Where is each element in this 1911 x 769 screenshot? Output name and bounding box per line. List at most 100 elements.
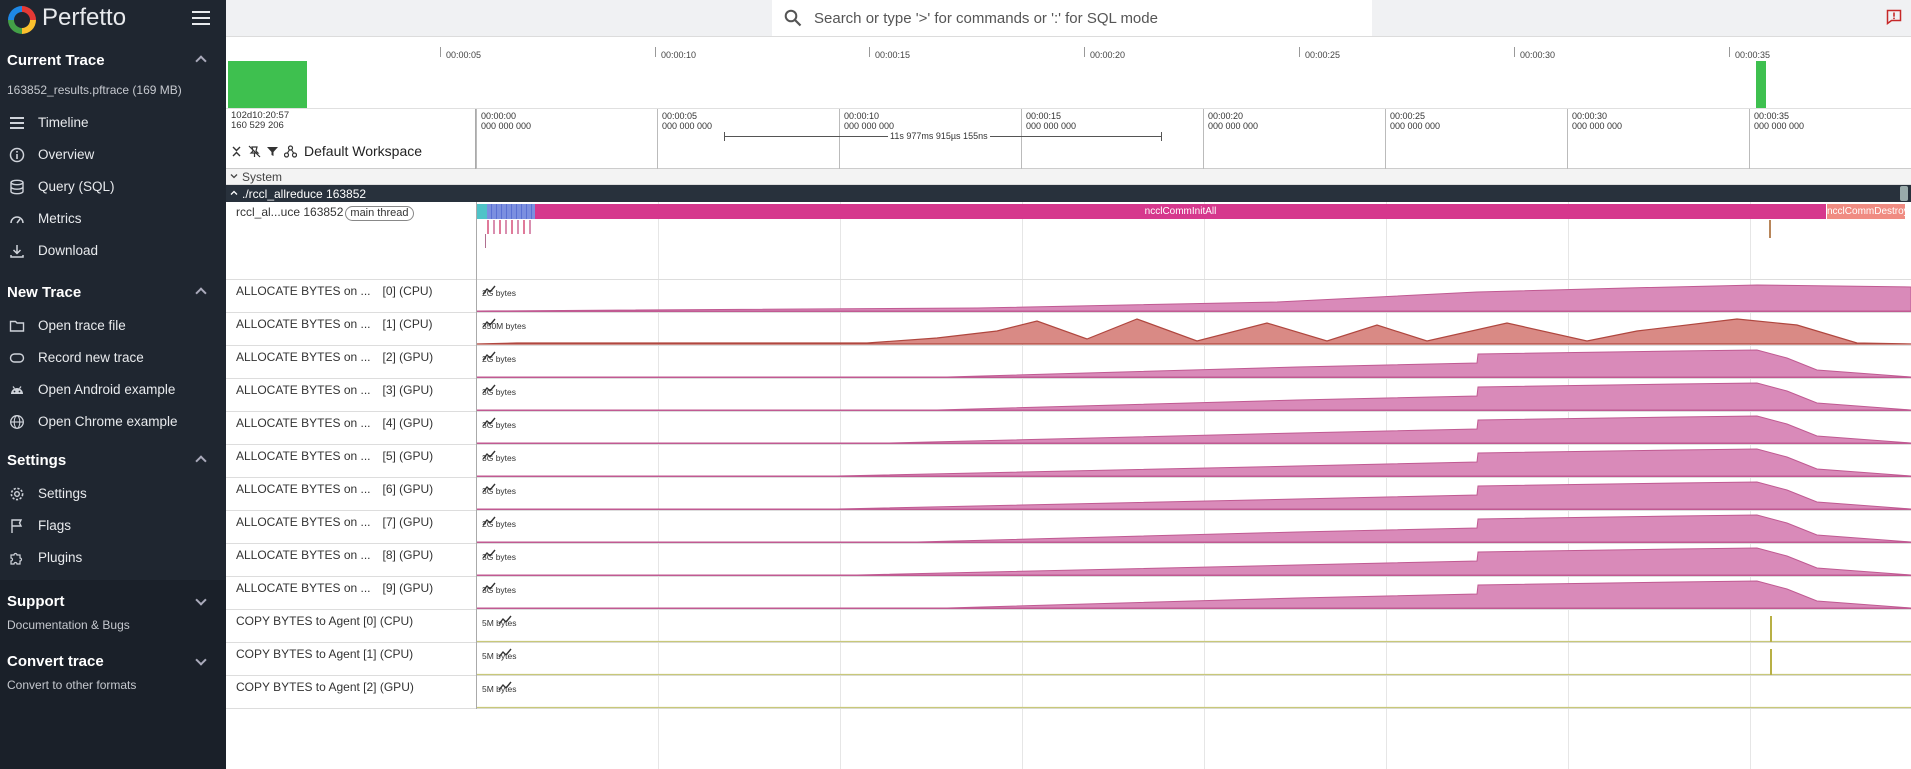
chevron-up-icon[interactable] <box>194 53 208 67</box>
counter-track[interactable]: ALLOCATE BYTES on ... [2] (GPU) 2G bytes <box>226 346 1911 379</box>
counter-name: COPY BYTES to Agent [2] (GPU) <box>236 680 414 694</box>
axis-tick-label: 00:00:00 000 000 000 <box>481 111 532 131</box>
track-group-process[interactable]: ./rccl_allreduce 163852 <box>226 185 1911 202</box>
counter-graph <box>477 448 1911 477</box>
chevron-up-icon[interactable] <box>194 285 208 299</box>
chevron-down-icon[interactable] <box>230 172 238 180</box>
android-icon <box>11 386 23 394</box>
slice[interactable] <box>477 204 487 219</box>
sidebar-item-open-android-example[interactable]: Open Android example <box>0 376 226 404</box>
workspace-panel: 102d10:20:57 160 529 206 Default Workspa… <box>226 109 476 169</box>
sidebar-item-query-sql[interactable]: Query (SQL) <box>0 173 226 201</box>
chart-line-icon[interactable] <box>482 318 496 328</box>
chart-line-icon[interactable] <box>482 285 496 295</box>
scrollbar[interactable] <box>1900 186 1908 201</box>
counter-track[interactable]: ALLOCATE BYTES on ... [3] (GPU) 3G bytes <box>226 379 1911 412</box>
chevron-up-icon[interactable] <box>194 453 208 467</box>
counter-track[interactable]: ALLOCATE BYTES on ... [1] (CPU) 350M bytes <box>226 313 1911 346</box>
counter-track[interactable]: ALLOCATE BYTES on ... [5] (GPU) 3G bytes <box>226 445 1911 478</box>
chart-line-icon[interactable] <box>482 351 496 361</box>
counter-device: [7] (GPU) <box>382 515 434 529</box>
top-bar <box>226 0 1911 37</box>
thread-track[interactable]: rccl_al...uce 163852 main thread ncclComm… <box>226 202 1911 280</box>
counter-name: COPY BYTES to Agent [0] (CPU) <box>236 614 414 628</box>
chevron-down-icon[interactable] <box>194 595 208 609</box>
counter-track-title: ALLOCATE BYTES on ... [1] (CPU) <box>236 317 476 333</box>
counter-name: ALLOCATE BYTES on ... <box>236 416 371 430</box>
counter-track[interactable]: ALLOCATE BYTES on ... [4] (GPU) 3G bytes <box>226 412 1911 445</box>
counter-scale-label: 3G bytes <box>482 585 517 595</box>
chart-line-icon[interactable] <box>498 681 512 691</box>
counter-track[interactable]: COPY BYTES to Agent [2] (GPU) 5M bytes <box>226 676 1911 709</box>
sidebar-item-plugins[interactable]: Plugins <box>0 544 226 572</box>
chart-line-icon[interactable] <box>482 549 496 559</box>
track-group-system[interactable]: System <box>226 169 1911 185</box>
counter-graph <box>477 481 1911 510</box>
chart-line-icon[interactable] <box>482 450 496 460</box>
counter-area <box>477 415 1911 444</box>
sidebar-item-record-new-trace[interactable]: Record new trace <box>0 344 226 372</box>
track-divider <box>476 610 477 643</box>
chart-line-icon[interactable] <box>482 384 496 394</box>
filter-icon[interactable] <box>266 145 279 158</box>
chart-line-icon[interactable] <box>498 615 512 625</box>
counter-track-title: ALLOCATE BYTES on ... [5] (GPU) <box>236 449 476 465</box>
sidebar-item-label: Overview <box>38 147 95 162</box>
track-panel[interactable]: System ./rccl_allreduce 163852 rccl_al..… <box>226 169 1911 769</box>
sidebar-item-metrics[interactable]: Metrics <box>0 205 226 233</box>
counter-track[interactable]: ALLOCATE BYTES on ... [7] (GPU) 2G bytes <box>226 511 1911 544</box>
sidebar-item-flags[interactable]: Flags <box>0 512 226 540</box>
slice-ncclcommdestroy[interactable]: ncclCommDestroy <box>1827 204 1905 219</box>
sidebar-item-open-chrome-example[interactable]: Open Chrome example <box>0 408 226 436</box>
search-input[interactable] <box>814 7 1354 29</box>
counter-track[interactable]: ALLOCATE BYTES on ... [6] (GPU) 3G bytes <box>226 478 1911 511</box>
collapse-all-icon[interactable] <box>230 145 243 158</box>
chart-line-icon[interactable] <box>482 483 496 493</box>
sidebar-item-label: Record new trace <box>38 350 144 365</box>
gear-icon <box>10 487 24 501</box>
sidebar-item-settings[interactable]: Settings <box>0 480 226 508</box>
counter-track[interactable]: COPY BYTES to Agent [1] (CPU) 5M bytes <box>226 643 1911 676</box>
counter-track[interactable]: ALLOCATE BYTES on ... [0] (CPU) 2G bytes <box>226 280 1911 313</box>
chart-line-icon[interactable] <box>482 417 496 427</box>
counter-track[interactable]: COPY BYTES to Agent [0] (CPU) 5M bytes <box>226 610 1911 643</box>
track-divider <box>476 478 477 511</box>
counter-name: ALLOCATE BYTES on ... <box>236 515 371 529</box>
counter-graph <box>477 415 1911 444</box>
nested-slice-marks <box>485 220 1771 248</box>
chart-line-icon[interactable] <box>482 582 496 592</box>
counter-track-title: ALLOCATE BYTES on ... [3] (GPU) <box>236 383 476 399</box>
counter-track[interactable]: ALLOCATE BYTES on ... [8] (GPU) 3G bytes <box>226 544 1911 577</box>
hamburger-menu-icon[interactable] <box>192 10 210 26</box>
sidebar-item-download[interactable]: Download <box>0 237 226 265</box>
track-divider <box>476 346 477 379</box>
sidebar-item-label: Open Chrome example <box>38 414 178 429</box>
counter-scale-label: 5M bytes <box>482 684 517 694</box>
chevron-down-icon[interactable] <box>194 655 208 669</box>
workspace-icon[interactable] <box>284 145 297 158</box>
counter-device: [6] (GPU) <box>382 482 434 496</box>
database-icon <box>10 179 24 195</box>
chevron-up-icon[interactable] <box>230 189 238 197</box>
sidebar-item-open-trace-file[interactable]: Open trace file <box>0 312 226 340</box>
axis-tick-label: 00:00:35 000 000 000 <box>1754 111 1805 131</box>
feedback-icon[interactable] <box>1886 9 1902 25</box>
counter-track[interactable]: ALLOCATE BYTES on ... [9] (GPU) 3G bytes <box>226 577 1911 610</box>
counter-graph <box>477 382 1911 411</box>
counter-area <box>477 481 1911 510</box>
slice-ncclcomminitall[interactable]: ncclCommInitAll <box>535 204 1826 219</box>
counter-graph <box>477 706 1911 709</box>
unpin-icon[interactable] <box>248 145 261 158</box>
chart-line-icon[interactable] <box>498 648 512 658</box>
track-divider <box>476 379 477 412</box>
counter-name: ALLOCATE BYTES on ... <box>236 284 371 298</box>
logo-row: Perfetto <box>0 0 226 37</box>
sidebar-item-overview[interactable]: Overview <box>0 141 226 169</box>
overview-timeline[interactable]: 00:00:05 00:00:10 00:00:15 00:00:20 00:0… <box>226 37 1911 109</box>
slice[interactable] <box>487 204 535 219</box>
axis-tick <box>839 109 840 169</box>
axis-tick <box>1749 109 1750 169</box>
chart-line-icon[interactable] <box>482 516 496 526</box>
sidebar-item-timeline[interactable]: Timeline <box>0 109 226 137</box>
workspace-selector[interactable]: Default Workspace <box>304 143 423 159</box>
